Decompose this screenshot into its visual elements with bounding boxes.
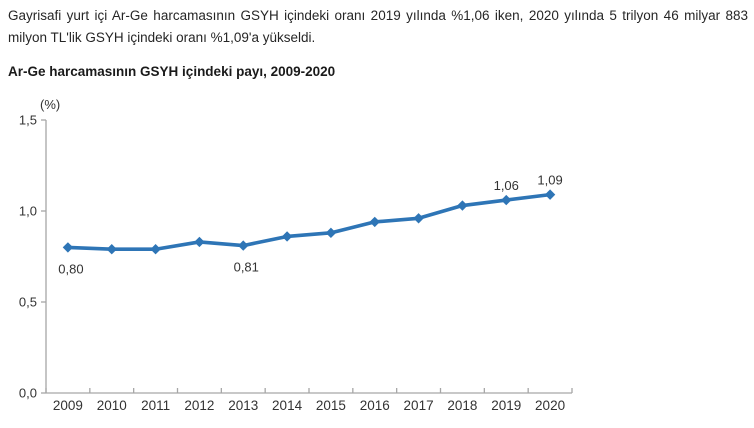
data-point-label: 1,06 bbox=[494, 178, 519, 193]
x-axis-year-label: 2012 bbox=[184, 398, 214, 413]
x-axis-year-label: 2011 bbox=[141, 398, 170, 413]
line-chart: (%) 0,0 0,5 1,0 1,5 2009 2010 2011 2012 2013 2014 2… bbox=[0, 88, 754, 428]
x-axis-year-label: 2017 bbox=[404, 398, 434, 413]
x-axis-year-label: 2020 bbox=[535, 398, 565, 413]
data-point-marker bbox=[62, 242, 74, 253]
x-axis-year-label: 2013 bbox=[228, 398, 258, 413]
x-axis-year-label: 2014 bbox=[272, 398, 303, 413]
data-point-marker bbox=[281, 231, 293, 242]
data-point-marker bbox=[238, 240, 249, 251]
data-point-label: 0,81 bbox=[234, 260, 259, 275]
x-axis-year-label: 2015 bbox=[316, 398, 346, 413]
data-point-marker bbox=[544, 189, 556, 200]
line-chart-svg: (%) 0,0 0,5 1,0 1,5 2009 2010 2011 2012 2013 2014 2… bbox=[19, 97, 573, 413]
x-axis-year-label: 2019 bbox=[491, 398, 521, 413]
data-point-marker bbox=[501, 194, 512, 206]
y-tick-label: 1,5 bbox=[19, 113, 37, 128]
data-point-marker bbox=[457, 200, 468, 211]
x-axis-year-label: 2018 bbox=[447, 398, 477, 413]
data-point-marker bbox=[106, 244, 117, 255]
chart-title: Ar-Ge harcamasının GSYH içindeki payı, 2… bbox=[8, 64, 336, 79]
x-axis-year-label: 2010 bbox=[97, 398, 127, 413]
data-point-marker bbox=[369, 216, 380, 228]
y-axis-unit-label: (%) bbox=[40, 97, 60, 112]
x-axis-year-label: 2009 bbox=[53, 398, 83, 413]
data-line bbox=[66, 192, 552, 252]
data-point-label: 0,80 bbox=[58, 261, 83, 276]
x-axis-year-label: 2016 bbox=[360, 398, 390, 413]
y-tick-label: 1,0 bbox=[19, 204, 37, 219]
data-point-marker bbox=[194, 236, 205, 248]
intro-paragraph: Gayrisafi yurt içi Ar-Ge harcamasının GS… bbox=[8, 8, 748, 45]
data-point-marker bbox=[150, 244, 161, 255]
data-point-marker bbox=[325, 227, 337, 239]
data-point-label: 1,09 bbox=[537, 173, 562, 188]
y-tick-label: 0,0 bbox=[19, 386, 37, 401]
y-tick-label: 0,5 bbox=[19, 295, 37, 310]
data-point-marker bbox=[413, 213, 424, 224]
